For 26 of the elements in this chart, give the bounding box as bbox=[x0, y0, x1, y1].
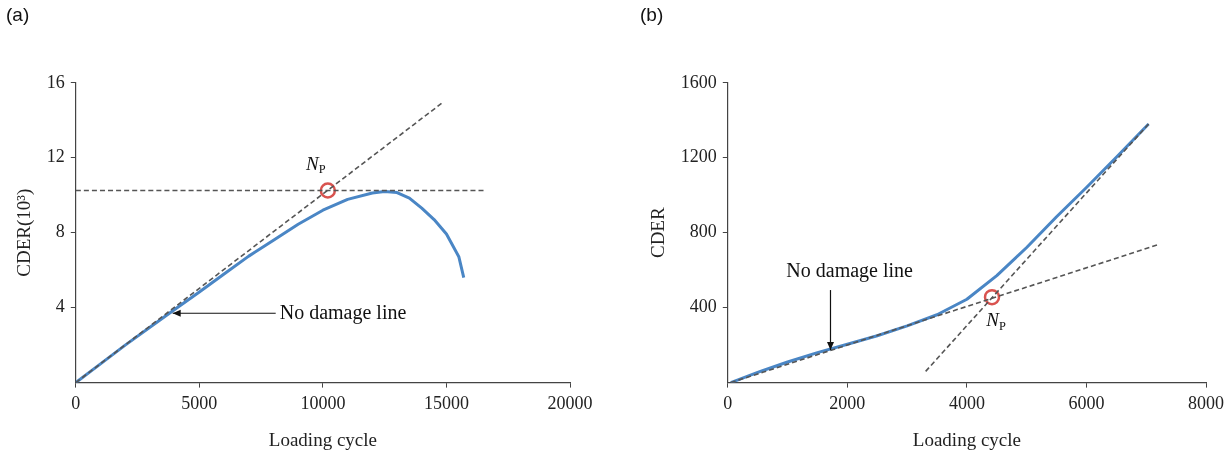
x-axis-title: Loading cycle bbox=[912, 428, 1021, 450]
x-axis-title: Loading cycle bbox=[268, 428, 377, 450]
x-tick-label: 0 bbox=[723, 393, 733, 414]
x-tick-label: 20000 bbox=[547, 393, 593, 414]
y-axis-title: CDER bbox=[647, 207, 669, 259]
y-tick-label: 800 bbox=[689, 221, 717, 242]
chart-title: (b) bbox=[640, 3, 664, 25]
y-tick-label: 12 bbox=[46, 146, 65, 167]
y-tick-label: 16 bbox=[46, 71, 65, 92]
y-tick-label: 4 bbox=[55, 296, 65, 317]
x-tick-label: 15000 bbox=[423, 393, 469, 414]
x-tick-label: 5000 bbox=[181, 393, 218, 414]
annotation: No damage line bbox=[786, 259, 914, 283]
x-tick-label: 6000 bbox=[1068, 393, 1105, 414]
x-tick-label: 4000 bbox=[948, 393, 985, 414]
x-tick-label: 0 bbox=[71, 393, 81, 414]
x-tick-label: 8000 bbox=[1188, 393, 1224, 414]
x-tick-label: 2000 bbox=[829, 393, 866, 414]
y-tick-label: 1200 bbox=[680, 146, 717, 167]
y-tick-label: 8 bbox=[55, 221, 65, 242]
y-tick-label: 1600 bbox=[680, 71, 717, 92]
x-tick-label: 10000 bbox=[300, 393, 346, 414]
y-tick-label: 400 bbox=[689, 296, 717, 317]
y-axis-title: CDER(10³) bbox=[13, 188, 36, 277]
annotation: No damage line bbox=[279, 300, 407, 324]
chart-title: (a) bbox=[6, 3, 30, 25]
